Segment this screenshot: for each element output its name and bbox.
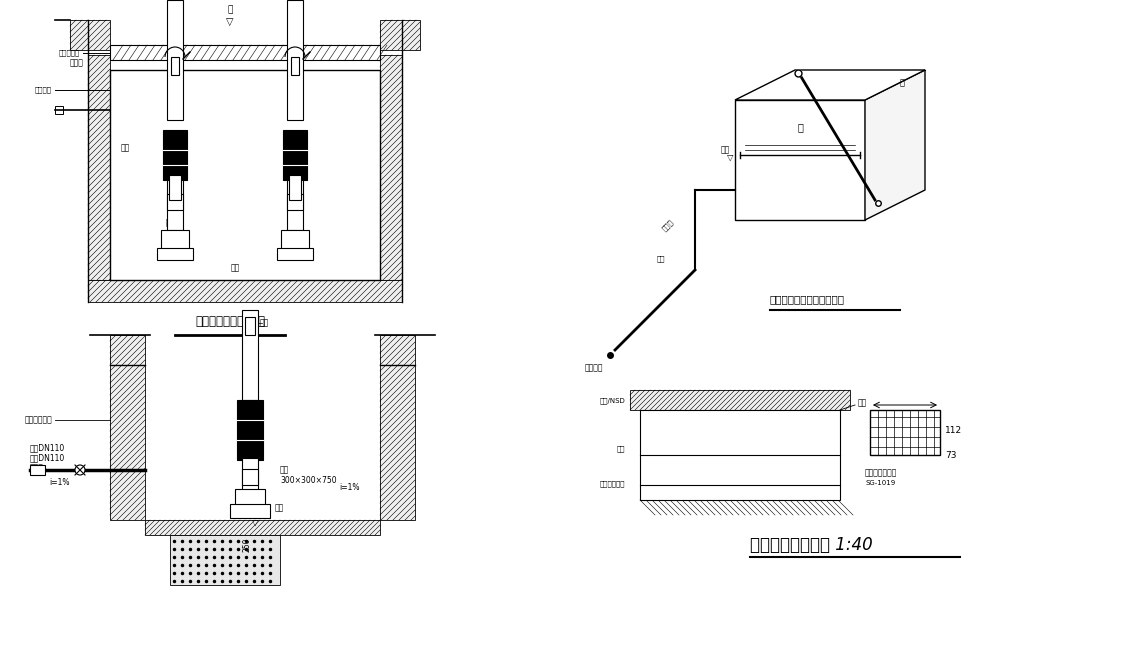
Text: 250: 250 bbox=[243, 538, 252, 552]
Bar bbox=[243, 310, 258, 400]
Bar bbox=[55, 106, 63, 114]
Bar bbox=[640, 410, 840, 500]
Text: 73: 73 bbox=[945, 451, 957, 460]
Bar bbox=[161, 230, 190, 250]
Bar bbox=[235, 489, 265, 505]
Bar bbox=[167, 180, 183, 230]
Text: 普通式泵池立面示意图: 普通式泵池立面示意图 bbox=[195, 315, 265, 328]
Text: ▽: ▽ bbox=[726, 153, 733, 162]
Text: ▽: ▽ bbox=[252, 518, 258, 527]
Text: 顺: 顺 bbox=[228, 5, 232, 14]
Text: 泵坑
300×300×750: 泵坑 300×300×750 bbox=[280, 465, 336, 485]
Text: 泵站: 泵站 bbox=[230, 263, 239, 272]
Bar bbox=[170, 535, 280, 585]
Text: i=1%: i=1% bbox=[730, 443, 750, 452]
Text: 地面/NSD: 地面/NSD bbox=[599, 397, 625, 404]
Bar bbox=[287, 194, 303, 210]
Bar bbox=[157, 248, 193, 260]
Text: 地面以上: 地面以上 bbox=[35, 86, 52, 94]
Bar bbox=[88, 55, 111, 280]
Polygon shape bbox=[865, 70, 925, 220]
Bar bbox=[380, 55, 402, 280]
Bar bbox=[631, 390, 851, 410]
Bar bbox=[169, 175, 180, 200]
Bar bbox=[70, 20, 111, 50]
Text: 钢筋混凝土墙: 钢筋混凝土墙 bbox=[24, 415, 52, 424]
Text: 泥水篦正立面图: 泥水篦正立面图 bbox=[865, 468, 898, 477]
Text: 注连墙孔: 注连墙孔 bbox=[585, 363, 603, 372]
Circle shape bbox=[74, 465, 85, 475]
Bar bbox=[287, 0, 303, 120]
Bar bbox=[283, 130, 307, 180]
Bar bbox=[146, 520, 380, 535]
Bar bbox=[245, 317, 255, 335]
Bar bbox=[735, 100, 865, 220]
Bar bbox=[111, 335, 146, 520]
Text: 池: 池 bbox=[900, 78, 905, 87]
Text: 盖板: 盖板 bbox=[858, 398, 867, 407]
Bar bbox=[291, 57, 299, 75]
Text: 标高控制柜: 标高控制柜 bbox=[59, 49, 80, 57]
Text: 灌溉DN110: 灌溉DN110 bbox=[30, 453, 65, 462]
Text: 基座: 基座 bbox=[275, 503, 284, 512]
Text: 地面以下的地: 地面以下的地 bbox=[599, 480, 625, 487]
Bar bbox=[289, 175, 301, 200]
Text: i=1%: i=1% bbox=[50, 478, 70, 487]
Bar bbox=[243, 458, 258, 490]
Text: 放气: 放气 bbox=[259, 318, 270, 327]
Text: 水位: 水位 bbox=[721, 145, 730, 154]
Bar bbox=[111, 70, 380, 280]
Text: 放空管: 放空管 bbox=[661, 218, 675, 231]
Text: 电机: 电机 bbox=[121, 143, 130, 152]
Text: 石料: 石料 bbox=[617, 445, 625, 452]
Text: 112: 112 bbox=[945, 426, 962, 435]
Bar bbox=[380, 335, 415, 520]
Bar bbox=[243, 469, 258, 485]
Bar bbox=[30, 465, 45, 475]
Bar bbox=[111, 45, 380, 60]
Bar bbox=[237, 400, 263, 460]
Bar bbox=[870, 410, 940, 455]
Text: 池: 池 bbox=[797, 122, 803, 132]
Bar bbox=[88, 280, 402, 302]
Bar bbox=[380, 20, 420, 50]
Text: i=1%: i=1% bbox=[340, 483, 360, 492]
Text: ▽: ▽ bbox=[227, 17, 233, 27]
Bar bbox=[167, 0, 183, 120]
Text: SG-1019: SG-1019 bbox=[865, 480, 896, 486]
Polygon shape bbox=[735, 70, 925, 100]
Text: 池底: 池底 bbox=[656, 255, 666, 261]
Bar bbox=[167, 194, 183, 210]
Bar bbox=[164, 130, 187, 180]
Text: 给水DN110: 给水DN110 bbox=[30, 443, 65, 452]
Bar bbox=[171, 57, 179, 75]
Bar bbox=[277, 248, 312, 260]
Text: 放空管嘴及放流管道系统图: 放空管嘴及放流管道系统图 bbox=[770, 294, 845, 304]
Text: 水位线: 水位线 bbox=[69, 58, 83, 67]
Bar bbox=[230, 504, 270, 518]
Text: 泵: 泵 bbox=[166, 218, 170, 227]
Bar bbox=[281, 230, 309, 250]
Text: 电池箱: 电池箱 bbox=[30, 463, 44, 472]
Bar bbox=[287, 180, 303, 230]
Text: 木淤準流口做法－ 1:40: 木淤準流口做法－ 1:40 bbox=[750, 536, 873, 554]
